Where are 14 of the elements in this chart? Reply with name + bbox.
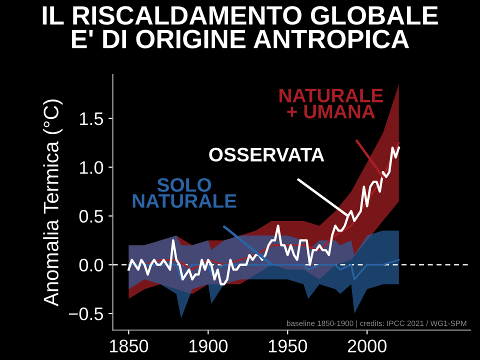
y-tick-label: −0.5 [69,307,104,320]
x-tick-label: 2000 [348,340,386,352]
x-tick-label: 1900 [189,340,228,352]
x-tick-label: 1850 [110,340,148,352]
y-tick-label: 0.0 [79,258,104,272]
text: SOLO NATURALE [132,178,236,208]
y-axis-title: Anomalia Termica (°C) [43,99,63,306]
x-tick-label: 1950 [268,340,308,352]
y-tick-label: 1.5 [80,112,104,126]
y-tick-label: 1.0 [80,161,104,174]
y-tick-label: 0.5 [79,210,104,223]
series-label: NATURALE + UMANA [279,88,383,118]
chart-title: IL RISCALDAMENTO GLOBALE E' DI ORIGINE ANTROPICA [42,6,438,48]
text: OSSERVATA [209,148,324,162]
